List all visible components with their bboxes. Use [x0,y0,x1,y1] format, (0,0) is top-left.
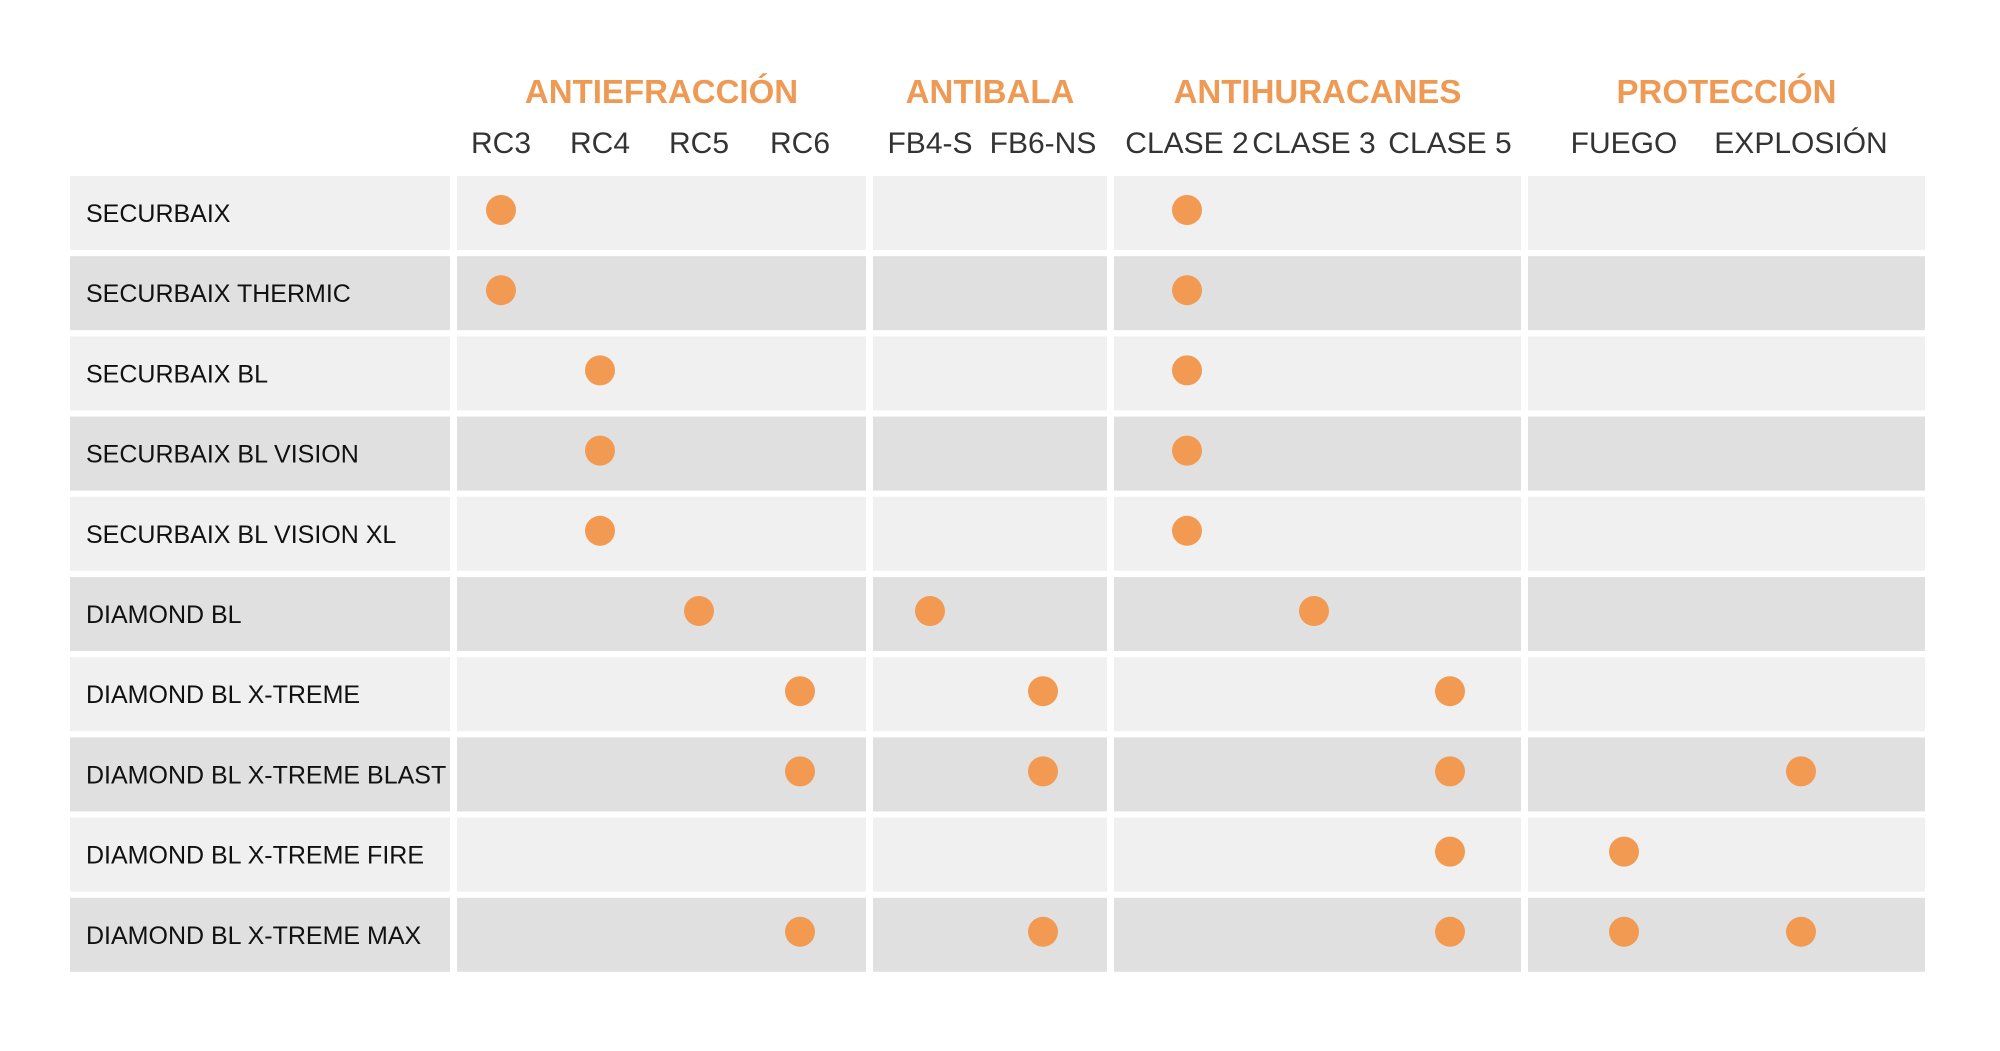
marker-dot [1609,836,1639,867]
marker-dot [585,355,615,386]
group-title: ANTIHURACANES [1174,73,1462,110]
group-title: ANTIEFRACCIÓN [525,73,798,110]
marker-dot [1028,916,1058,947]
marker-dot [785,756,815,787]
row-group-cell [1528,176,1925,250]
row-group-cell [1528,256,1925,331]
row-group-cell [1528,416,1925,491]
row-group-cell [457,496,866,571]
row-label: DIAMOND BL X-TREME [86,681,360,709]
marker-dot [1172,275,1202,306]
row-label-cell [70,897,450,972]
marker-dot [1172,515,1202,546]
marker-dot [1609,916,1639,947]
marker-dot [785,676,815,707]
row-label: DIAMOND BL X-TREME MAX [86,922,422,950]
marker-dot [1028,756,1058,787]
row-group-cell [873,336,1107,411]
row-group-cell [1528,496,1925,571]
column-label: CLASE 3 [1252,127,1375,160]
column-label: CLASE 5 [1388,127,1511,160]
marker-dot [1435,676,1465,707]
row-group-cell [873,657,1107,732]
row-group-cell [457,336,866,411]
marker-dot [1786,756,1816,787]
marker-dot [684,596,714,626]
row-label-cell [70,657,450,732]
row-label: SECURBAIX THERMIC [86,280,351,308]
column-label: RC4 [570,127,630,160]
column-label: FB6-NS [990,127,1097,160]
row-label-cell [70,496,450,571]
row-group-cell [873,496,1107,571]
marker-dot [1172,355,1202,386]
column-label: RC5 [669,127,729,160]
row-group-cell [873,897,1107,972]
row-label-cell [70,577,450,651]
row-group-cell [457,416,866,491]
row-group-cell [457,256,866,331]
row-group-cell [457,577,866,651]
row-group-cell [873,416,1107,491]
marker-dot [1435,756,1465,787]
marker-dot [1435,836,1465,867]
row-group-cell [1528,336,1925,411]
marker-dot [585,435,615,466]
marker-dot [486,195,516,225]
row-group-cell [873,817,1107,892]
row-label-cell [70,336,450,411]
marker-dot [1299,596,1329,626]
row-label: DIAMOND BL X-TREME BLAST [86,761,446,789]
marker-dot [486,275,516,306]
marker-dot [1172,195,1202,225]
column-label: FUEGO [1571,127,1678,160]
row-label: SECURBAIX BL VISION [86,441,359,469]
marker-dot [1435,916,1465,947]
row-label-cell [70,737,450,812]
column-label: CLASE 2 [1125,127,1248,160]
row-label: SECURBAIX BL [86,360,268,388]
column-label: FB4-S [887,127,972,160]
column-label: RC3 [471,127,531,160]
row-label: SECURBAIX [86,200,231,228]
row-label: DIAMOND BL [86,601,242,629]
row-label-cell [70,817,450,892]
group-title: PROTECCIÓN [1616,73,1836,110]
row-group-cell [457,176,866,250]
marker-dot [915,596,945,626]
column-label: RC6 [770,127,830,160]
row-group-cell [873,176,1107,250]
row-group-cell [1528,737,1925,812]
marker-dot [785,916,815,947]
marker-dot [585,515,615,546]
row-label-cell [70,176,450,250]
row-group-cell [1528,817,1925,892]
marker-dot [1172,435,1202,466]
row-group-cell [457,817,866,892]
row-group-cell [873,577,1107,651]
row-label-cell [70,416,450,491]
marker-dot [1028,676,1058,707]
column-label: EXPLOSIÓN [1714,127,1887,160]
row-label: SECURBAIX BL VISION XL [86,521,396,549]
row-label-cell [70,256,450,331]
row-label: DIAMOND BL X-TREME FIRE [86,842,424,870]
row-group-cell [873,256,1107,331]
marker-dot [1786,916,1816,947]
row-group-cell [1528,577,1925,651]
row-group-cell [1528,897,1925,972]
row-group-cell [873,737,1107,812]
row-group-cell [1528,657,1925,732]
group-title: ANTIBALA [906,73,1075,110]
